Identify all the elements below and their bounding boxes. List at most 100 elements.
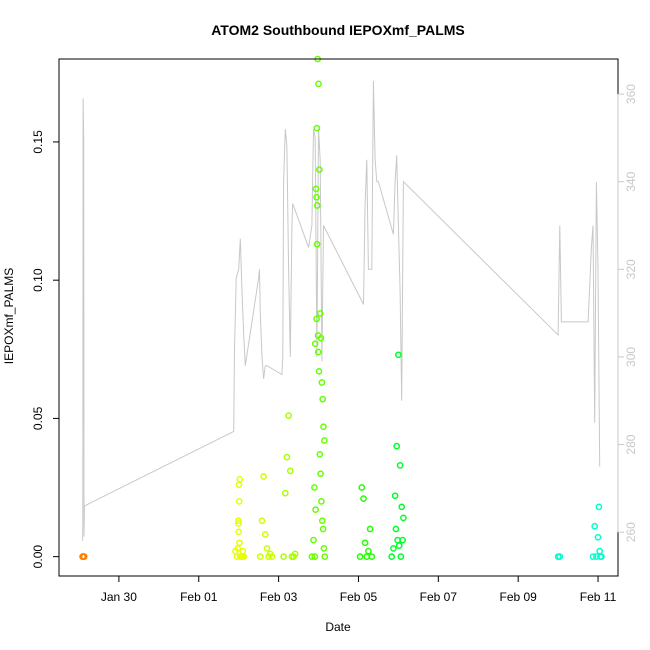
data-point xyxy=(235,520,242,527)
data-point xyxy=(261,531,269,538)
data-point xyxy=(365,547,372,555)
data-point xyxy=(390,545,397,552)
data-point xyxy=(397,553,405,560)
data-point xyxy=(319,395,327,403)
data-point xyxy=(598,553,605,560)
y-tick-label: 0.05 xyxy=(31,406,45,430)
data-point xyxy=(360,495,367,502)
data-point xyxy=(356,553,364,560)
data-point xyxy=(400,514,407,522)
data-point xyxy=(391,492,399,500)
data-point xyxy=(235,498,243,505)
data-point xyxy=(358,484,366,491)
chart-title: ATOM2 Southbound IEPOXmf_PALMS xyxy=(211,22,465,38)
data-point xyxy=(311,340,319,348)
data-point xyxy=(589,553,597,560)
data-point xyxy=(291,550,299,558)
x-tick-label: Feb 05 xyxy=(340,590,378,604)
data-point xyxy=(313,124,321,132)
x-tick-label: Feb 11 xyxy=(580,590,617,604)
data-point xyxy=(396,462,404,469)
data-point xyxy=(395,542,403,549)
data-point xyxy=(239,547,247,555)
x-tick-label: Jan 30 xyxy=(101,590,137,604)
data-point xyxy=(313,202,321,209)
data-point xyxy=(321,437,328,444)
data-point xyxy=(232,547,239,555)
data-point xyxy=(393,442,401,450)
data-point xyxy=(398,503,406,511)
y-tick-label: 0.15 xyxy=(31,130,45,154)
y-axis-left: 0.00 0.05 0.10 0.15 xyxy=(31,130,60,569)
data-point xyxy=(315,80,322,88)
data-point xyxy=(263,545,271,552)
y2-tick-label: 320 xyxy=(624,259,638,279)
scatter-series xyxy=(79,55,605,560)
data-point xyxy=(236,475,244,483)
data-point xyxy=(319,525,327,533)
data-point xyxy=(392,525,400,533)
data-point xyxy=(591,522,599,530)
x-axis: Jan 30 Feb 01 Feb 03 Feb 05 Feb 07 Feb 09 Feb … xyxy=(101,575,617,604)
data-point xyxy=(268,553,276,560)
y-tick-label: 0.00 xyxy=(31,545,45,569)
x-tick-label: Feb 01 xyxy=(180,590,218,604)
data-point xyxy=(320,545,328,552)
data-point xyxy=(316,166,323,173)
data-point xyxy=(310,536,317,544)
right-axis-line-series xyxy=(82,80,601,541)
x-tick-label: Feb 07 xyxy=(420,590,458,604)
data-point xyxy=(308,553,316,560)
data-point xyxy=(234,517,242,525)
x-tick-label: Feb 03 xyxy=(260,590,298,604)
y2-tick-label: 340 xyxy=(624,171,638,191)
data-point xyxy=(315,368,323,375)
data-point xyxy=(318,517,326,525)
data-point xyxy=(314,332,322,339)
y2-tick-label: 280 xyxy=(624,434,638,454)
data-point xyxy=(260,473,267,480)
data-point xyxy=(312,185,320,193)
y-axis-label: IEPOXmf_PALMS xyxy=(2,268,16,364)
x-axis-label: Date xyxy=(325,620,351,634)
data-point xyxy=(281,489,289,497)
y2-tick-label: 300 xyxy=(624,347,638,367)
data-point xyxy=(313,315,320,323)
data-point xyxy=(320,423,327,431)
y2-tick-label: 260 xyxy=(624,522,638,542)
data-point xyxy=(236,539,243,547)
data-point xyxy=(395,351,402,359)
data-point xyxy=(556,553,564,560)
data-point xyxy=(316,451,324,458)
data-point xyxy=(388,553,396,560)
y2-tick-label: 360 xyxy=(624,84,638,104)
data-point xyxy=(258,517,266,525)
data-point xyxy=(285,412,292,419)
data-point xyxy=(318,379,326,386)
data-point xyxy=(235,528,243,536)
data-point xyxy=(361,539,369,547)
data-point xyxy=(313,193,320,201)
data-point xyxy=(366,525,374,533)
data-point xyxy=(314,348,322,356)
data-point xyxy=(399,536,406,544)
data-point xyxy=(595,503,603,511)
data-point xyxy=(256,553,264,560)
data-point xyxy=(280,553,287,560)
data-point xyxy=(311,553,319,560)
y-axis-right: 260 280 300 320 340 360 xyxy=(617,84,638,542)
data-point xyxy=(594,533,602,541)
data-point xyxy=(311,484,318,491)
y-tick-label: 0.10 xyxy=(31,268,45,292)
data-point xyxy=(313,240,321,248)
data-point xyxy=(316,310,324,317)
data-point xyxy=(80,553,88,560)
data-point xyxy=(321,553,329,560)
data-point xyxy=(317,470,324,478)
x-tick-label: Feb 09 xyxy=(499,590,537,604)
data-point xyxy=(318,498,325,505)
data-point xyxy=(283,453,291,461)
data-point xyxy=(368,553,376,560)
series-line xyxy=(82,80,601,541)
